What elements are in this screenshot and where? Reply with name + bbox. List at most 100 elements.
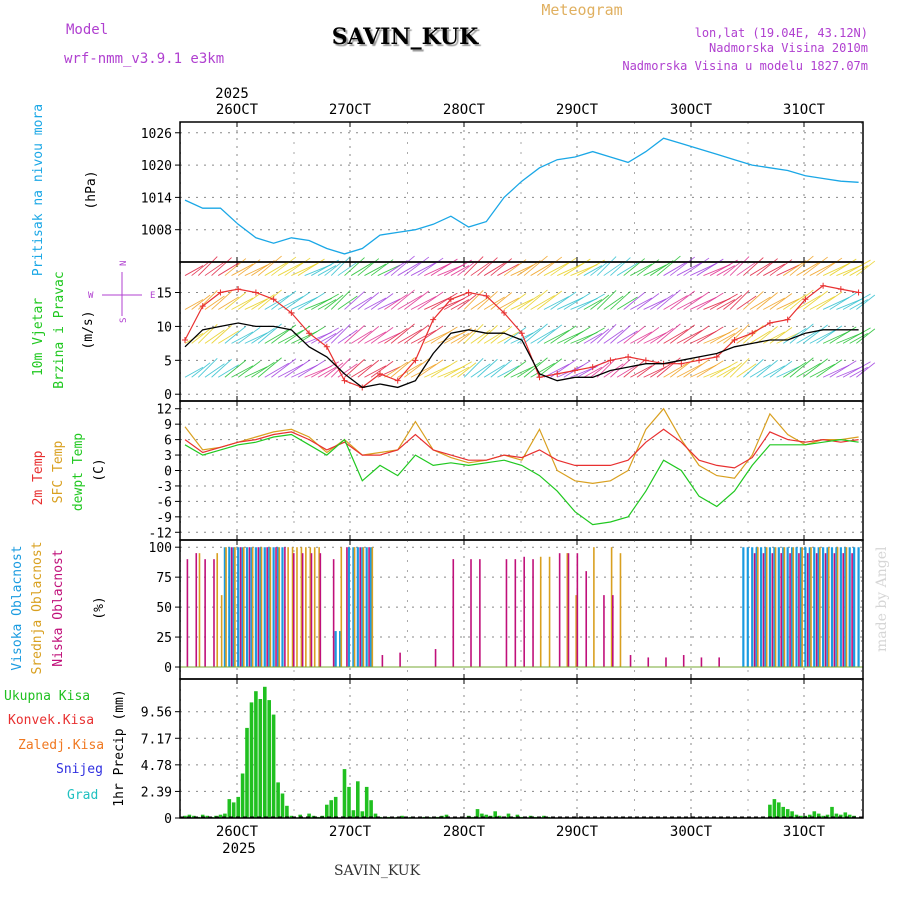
wind-vector-arrow [603,295,624,310]
wind-vector-arrow [330,290,351,310]
wind-vector-arrow [291,330,318,344]
wind-vector-arrow [709,361,738,378]
precip-bar [183,815,187,818]
wind-vector-arrow [736,261,757,276]
wind-vector-arrow [271,290,297,310]
wind-vector-arrow [350,296,372,310]
wind-vector-arrow [417,359,444,378]
wind-vector-arrow [550,291,577,310]
precip-tick-label: 9.56 [141,706,172,721]
wind-vector-arrow [264,328,289,344]
wind-vector-arrow [716,366,735,378]
wind-gust-marker [217,289,224,296]
wind-vector-arrow [596,324,617,344]
precip-bar [187,814,192,818]
precip-bar [325,804,329,818]
wind-vector-arrow [430,292,458,310]
wind-vector-arrow [204,261,225,276]
wind-vector-arrow [656,255,681,276]
wind-vector-arrow [218,330,239,344]
wind-panel: 15 10 5 0 [156,255,876,403]
wind-vector-arrow [603,329,624,344]
precip-bar [258,699,263,818]
wind-vector-arrow [749,330,771,344]
precip-bar [400,815,404,818]
wind-vector-arrow [404,256,430,276]
wind-gust-marker [589,364,596,371]
precip-bar [830,806,834,818]
wind-vector-arrow [590,328,610,344]
precip-bar [493,811,497,818]
wind-vector-arrow [809,363,836,378]
wind-vector-arrow [656,289,681,310]
wind-vector-arrow [417,257,444,276]
wind-vector-arrow [317,265,337,276]
wind-vector-arrow [842,259,871,276]
wind-vector-arrow [550,325,577,344]
precip-bar [289,815,294,818]
top-date-label: 27OCT [329,102,372,118]
wind-vector-arrow [510,366,534,378]
cloud-panel: 100 75 50 25 0 [149,539,864,680]
precip-bar [444,814,449,818]
wind-gust-marker [501,309,508,316]
wind-vector-arrow [483,364,505,378]
wind-vector-arrow [311,293,340,310]
top-date-label: 28OCT [443,102,486,118]
wind-vector-arrow [669,256,696,276]
wind-vector-arrow [517,294,541,310]
temp-label-dew: dewpt Temp [71,433,86,511]
wind-vector-arrow [723,328,743,344]
wind-vector-arrow [390,323,415,344]
precip-bar [484,814,489,818]
wind-vector-arrow [816,325,843,344]
wind-vector-arrow [849,366,868,378]
wind-vector-arrow [384,327,408,344]
wind-vector-arrow [590,362,610,378]
wind-vector-arrow [324,294,344,310]
wind-vector-arrow [630,365,653,378]
wind-vector-arrow [470,295,491,310]
wind-vector-arrow [497,263,520,276]
wind-vector-arrow [231,331,254,344]
wind-vector-arrow [616,296,638,310]
wind-vector-arrow [623,292,645,310]
wind-tick-label: 15 [156,287,172,302]
year-top: 2025 [215,86,249,102]
precip-bar [271,714,276,818]
wind-vector-arrow [450,332,470,344]
wind-vector-arrow [563,292,591,310]
wind-vector-arrow [763,331,786,344]
wind-vector-arrow [829,360,857,378]
wind-vector-arrow [457,362,477,378]
wind-vector-arrow [404,290,430,310]
precip-bar [249,702,254,818]
wind-vector-arrow [663,295,688,310]
lonlat-text: lon,lat (19.04E, 43.12N) [695,26,868,40]
pressure-unit: (hPa) [84,170,99,209]
wind-vector-arrow [603,261,624,276]
wind-vector-arrow [530,261,555,276]
wind-vector-arrow [503,327,527,344]
wind-vector-arrow [650,361,674,378]
wind-compass-icon: W E N S [88,261,155,323]
wind-vector-arrow [457,294,477,310]
wind-vector-arrow [543,296,570,310]
wind-vector-arrow [284,291,311,310]
temp-labels: 2m Temp SFC Temp dewpt Temp (C) [31,433,107,511]
precip-bar [227,799,232,818]
wind-vector-arrow [204,363,225,378]
wind-vector-arrow [802,256,828,276]
wind-vector-arrow [397,328,422,344]
precip-bar [369,800,373,818]
wind-vector-arrow [450,265,470,276]
precip-legend-freeze: Zaledj.Kisa [18,738,104,753]
wind-vector-arrow [523,255,548,276]
wind-vector-arrow [197,357,218,378]
wind-vector-arrow [583,332,603,344]
wind-gust-marker [536,374,543,381]
precip-bar [263,686,267,818]
wind-gust-marker [518,330,525,337]
precip-bar [497,815,502,818]
wind-speed-line [184,322,859,389]
